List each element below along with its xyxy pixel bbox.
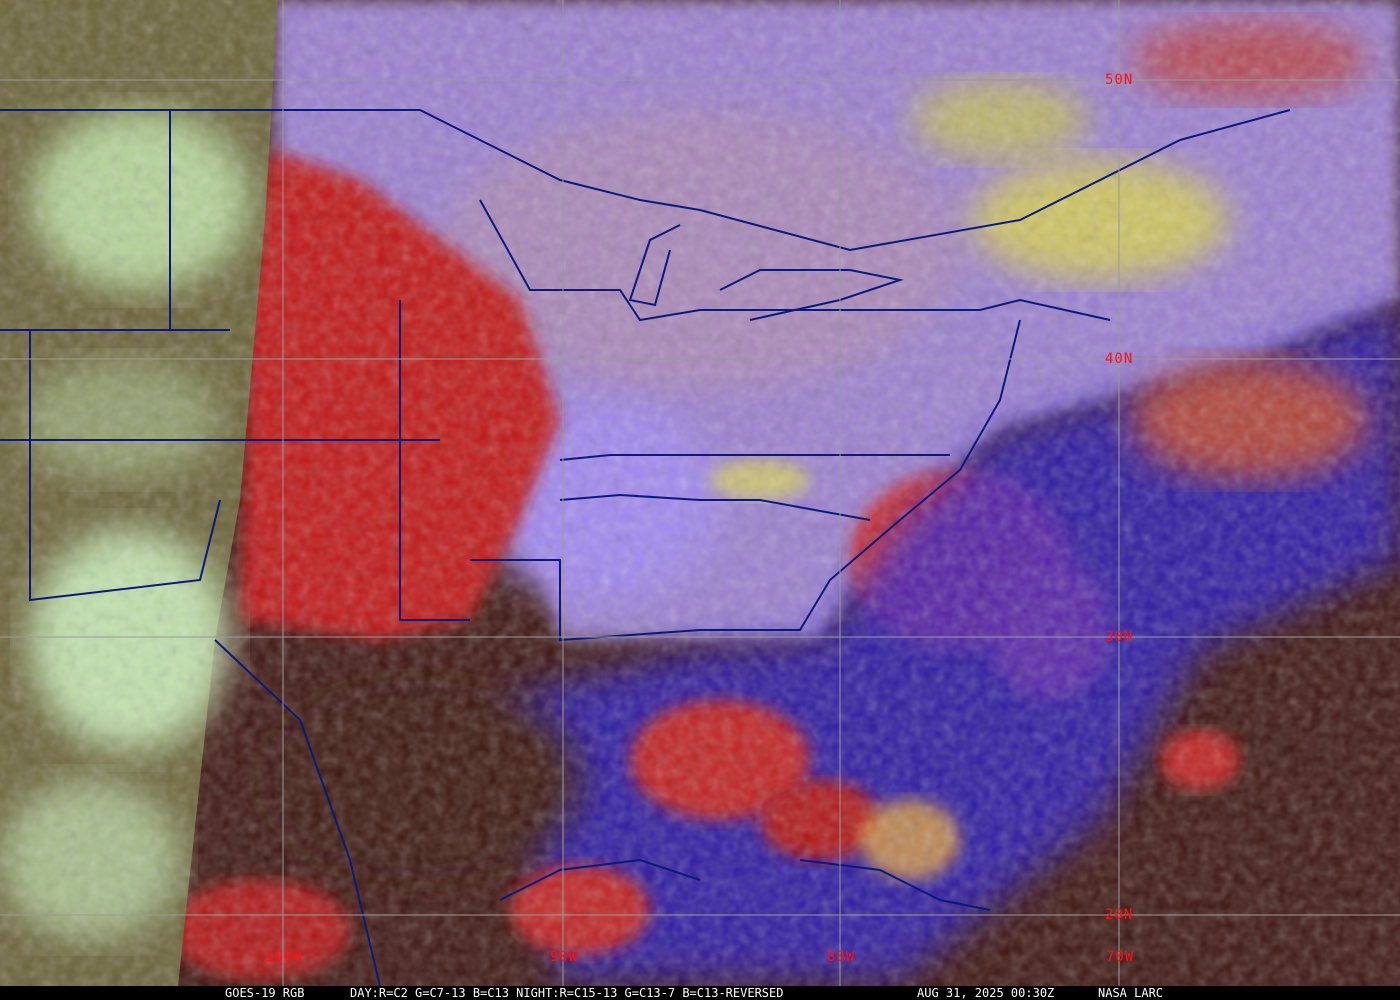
longitude-label-100w: 100W	[265, 949, 303, 965]
caption-source: NASA LARC	[1098, 986, 1164, 1000]
latitude-label-30n: 30N	[1105, 629, 1134, 645]
caption-recipe: DAY:R=C2 G=C7-13 B=C13 NIGHT:R=C15-13 G=…	[350, 986, 784, 1000]
longitude-label-70w: 70W	[1106, 949, 1135, 965]
latitude-label-40n: 40N	[1105, 351, 1134, 367]
longitude-label-90w: 90W	[550, 949, 579, 965]
latitude-label-50n: 50N	[1105, 72, 1134, 88]
latitude-label-20n: 20N	[1105, 907, 1134, 923]
caption-datetime: AUG 31, 2025 00:30Z	[917, 986, 1055, 1000]
longitude-label-80w: 80W	[827, 949, 856, 965]
political-borders	[0, 109, 1291, 986]
caption-bar: GOES-19 RGB DAY:R=C2 G=C7-13 B=C13 NIGHT…	[0, 986, 1400, 1000]
caption-satellite: GOES-19 RGB	[225, 986, 305, 1000]
